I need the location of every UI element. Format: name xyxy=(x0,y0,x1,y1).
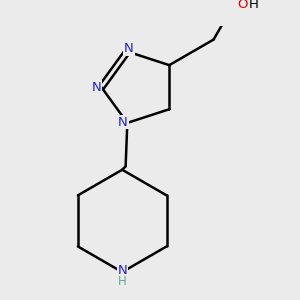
Text: H: H xyxy=(249,0,259,11)
Text: N: N xyxy=(117,264,127,277)
Text: N: N xyxy=(92,81,101,94)
Text: N: N xyxy=(118,116,128,128)
Text: O: O xyxy=(237,0,247,11)
Text: N: N xyxy=(124,42,134,55)
Text: H: H xyxy=(118,275,127,288)
